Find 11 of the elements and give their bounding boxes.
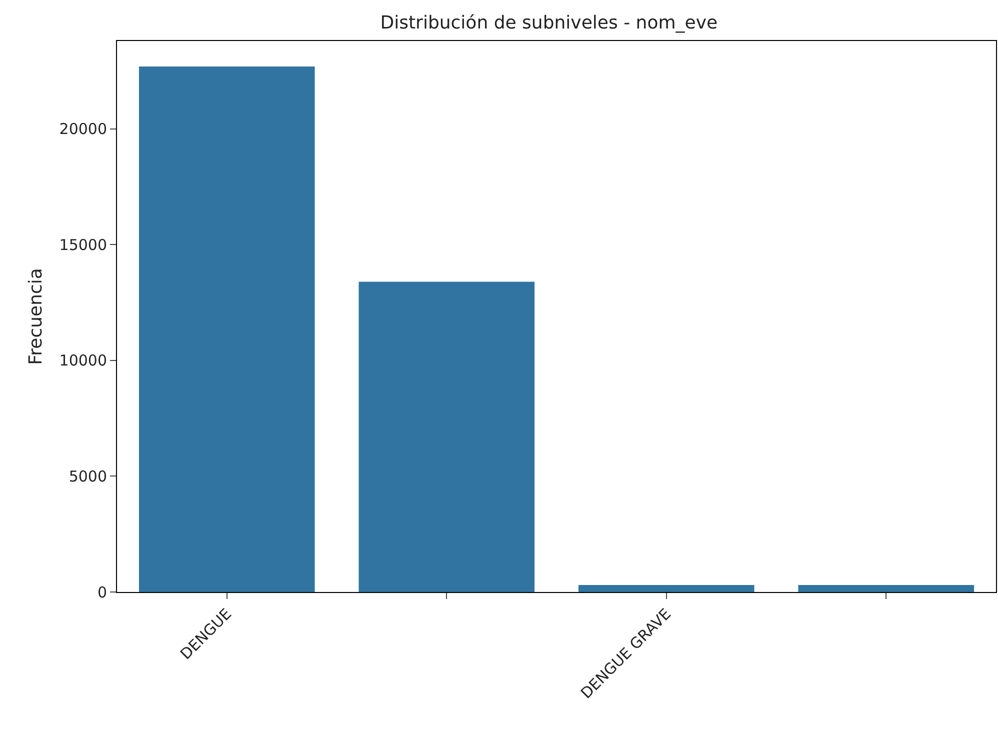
y-tick-label: 15000	[59, 236, 107, 254]
y-axis-title: Frecuencia	[25, 268, 46, 365]
bar	[798, 585, 974, 592]
y-tick-label: 5000	[68, 467, 107, 486]
chart-title: Distribución de subniveles - nom_eve	[380, 12, 718, 34]
y-tick-label: 10000	[59, 352, 107, 370]
bar	[358, 282, 535, 592]
y-tick-label: 20000	[59, 120, 107, 138]
bar	[138, 66, 315, 592]
bar	[578, 585, 754, 592]
y-tick-label: 0	[97, 583, 107, 602]
